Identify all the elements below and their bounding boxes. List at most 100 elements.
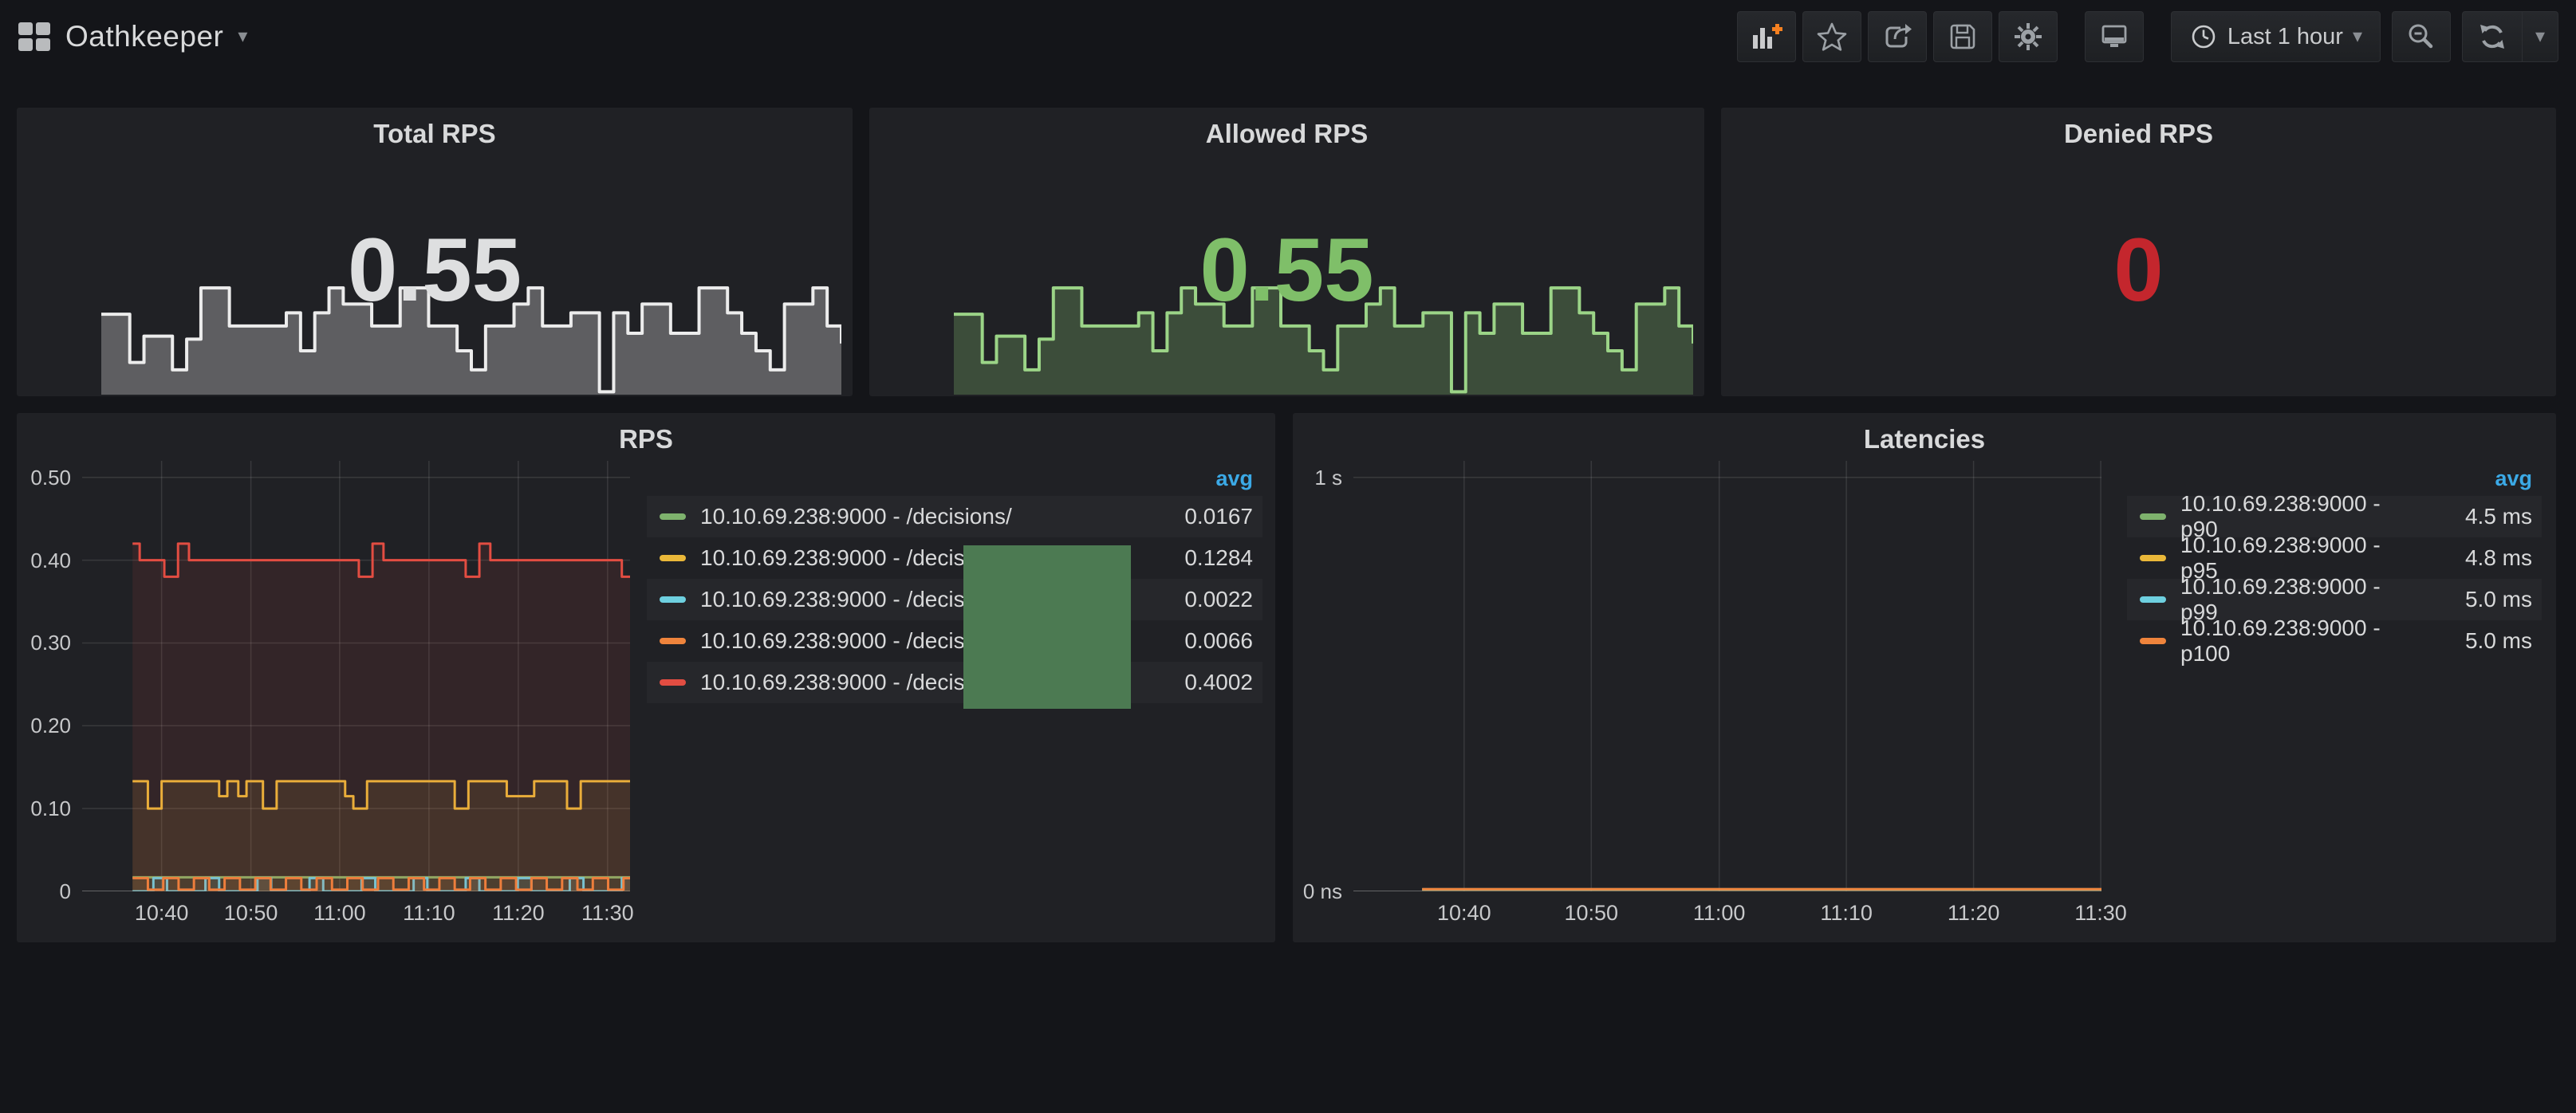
series-color-swatch-icon: [660, 679, 686, 686]
series-color-swatch-icon: [660, 555, 686, 561]
series-color-swatch-icon: [660, 513, 686, 520]
save-button[interactable]: [1932, 11, 1992, 62]
legend-series-label: 10.10.69.238:9000 - /decisions/: [700, 670, 1012, 694]
panel-actions-group: [1736, 11, 2058, 62]
panel-title-latencies[interactable]: Latencies: [1863, 424, 1986, 454]
y-axis-tick-label: 0.20: [30, 714, 71, 738]
star-button[interactable]: [1802, 11, 1861, 62]
legend-row[interactable]: 10.10.69.238:9000 - /decisions/0.4002: [647, 662, 1262, 703]
legend-row[interactable]: 10.10.69.238:9000 - /decisions/0.0022: [647, 579, 1262, 620]
y-axis-tick-label: 0: [59, 879, 71, 903]
refresh-interval-button[interactable]: ▾: [2522, 12, 2558, 61]
legend-avg-value: 5.0 ms: [2464, 628, 2532, 653]
panel-denied-rps: Denied RPS 0: [1721, 108, 2556, 396]
panel-allowed-rps: Allowed RPS 0.55: [869, 108, 1704, 396]
series-line: [132, 542, 630, 578]
legend-row[interactable]: 10.10.69.238:9000 - p99 5.0 ms: [2127, 574, 2542, 624]
legend-row[interactable]: 10.10.69.238:9000 - /decisions/0.0167: [647, 496, 1262, 537]
share-button[interactable]: [1867, 11, 1927, 62]
star-icon: [1817, 22, 1847, 51]
x-axis-tick-label: 11:20: [1947, 901, 2000, 925]
panel-title-rps[interactable]: RPS: [619, 424, 673, 454]
x-axis-tick-label: 10:50: [223, 901, 278, 925]
series-color-swatch-icon: [2140, 555, 2166, 561]
rps-plot-area[interactable]: [82, 461, 631, 893]
refresh-caret-down-icon: ▾: [2535, 26, 2546, 47]
legend-series-label: 10.10.69.238:9000 - /decisions/: [700, 504, 1012, 529]
series-color-swatch-icon: [2140, 638, 2166, 644]
legend-avg-value: 0.0066: [1184, 628, 1253, 653]
legend-series-label: 10.10.69.238:9000 - /decisions/: [700, 587, 1012, 612]
y-axis-tick-label: 0.10: [30, 796, 71, 821]
settings-button[interactable]: [1998, 11, 2058, 62]
legend-series-label: 10.10.69.238:9000 - /decisions/: [700, 545, 1012, 570]
legend-avg-value: 4.8 ms: [2464, 545, 2532, 570]
legend-avg-value: 0.0022: [1184, 587, 1253, 612]
y-axis-tick-label: 1 s: [1314, 465, 1342, 490]
green-overlay-artifact: [963, 545, 1131, 709]
latencies-chart-svg: [1353, 461, 2101, 892]
legend-series-label: 10.10.69.238:9000 - p95: [2180, 533, 2381, 583]
rps-chart-svg: [82, 461, 631, 893]
legend-row[interactable]: 10.10.69.238:9000 - /decisions/0.0066: [647, 620, 1262, 662]
legend-series-label: 10.10.69.238:9000 - p99: [2180, 574, 2381, 624]
legend-row[interactable]: 10.10.69.238:9000 - p90 4.5 ms: [2127, 491, 2542, 541]
legend-avg-header[interactable]: avg: [2495, 466, 2532, 490]
dashboard-caret-down-icon[interactable]: ▾: [238, 26, 248, 47]
y-axis-tick-label: 0 ns: [1302, 879, 1342, 903]
tv-icon: [2101, 25, 2127, 47]
series-color-swatch-icon: [660, 596, 686, 603]
panel-total-rps: Total RPS 0.55: [17, 108, 853, 396]
time-range-button[interactable]: Last 1 hour ▾: [2170, 11, 2381, 62]
legend-row[interactable]: 10.10.69.238:9000 - p100 5.0 ms: [2127, 615, 2542, 666]
y-axis-tick-label: 0.40: [30, 548, 71, 572]
legend-series-label: 10.10.69.238:9000 - p90: [2180, 491, 2381, 541]
refresh-icon: [2480, 25, 2504, 49]
x-axis-tick-label: 10:40: [134, 901, 189, 925]
dashboard-title-group[interactable]: Oathkeeper ▾: [18, 20, 247, 53]
sparkline-svg: [954, 286, 1695, 395]
latencies-plot-area[interactable]: [1353, 461, 2101, 892]
y-axis-tick-label: 0.50: [30, 465, 71, 490]
stat-value-denied-rps: 0: [2113, 220, 2164, 320]
settings-icon: [2014, 23, 2042, 50]
series-fill: [132, 781, 631, 891]
legend-avg-value: 0.4002: [1184, 670, 1253, 694]
legend-row[interactable]: 10.10.69.238:9000 - p95 4.8 ms: [2127, 533, 2542, 583]
panel-title-denied-rps[interactable]: Denied RPS: [2063, 119, 2214, 148]
series-fill: [132, 878, 631, 891]
x-axis-tick-label: 11:00: [313, 901, 366, 925]
add-panel-button[interactable]: [1736, 11, 1796, 62]
rps-legend: avg 10.10.69.238:9000 - /decisions/0.0167…: [647, 461, 1262, 703]
save-icon: [1950, 24, 1975, 49]
legend-avg-header[interactable]: avg: [1215, 466, 1253, 490]
series-fill: [132, 543, 631, 891]
panel-title-allowed-rps[interactable]: Allowed RPS: [1205, 119, 1369, 148]
panel-title-total-rps[interactable]: Total RPS: [373, 119, 496, 148]
series-color-swatch-icon: [2140, 596, 2166, 603]
legend-row[interactable]: 10.10.69.238:9000 - /decisions/0.1284: [647, 537, 1262, 579]
latencies-legend: avg 10.10.69.238:9000 - p90 4.5 ms 10.10.69…: [2127, 461, 2542, 666]
legend-avg-value: 5.0 ms: [2464, 587, 2532, 612]
x-axis-tick-label: 11:10: [1820, 901, 1873, 925]
dashboard-title[interactable]: Oathkeeper: [65, 20, 224, 53]
zoom-out-button[interactable]: [2392, 11, 2451, 62]
refresh-button[interactable]: [2463, 12, 2522, 61]
stat-value-total-rps: 0.55: [348, 220, 522, 320]
grid-logo-icon: [18, 22, 50, 51]
navbar-actions: Last 1 hour ▾: [1736, 11, 2558, 62]
zoom-out-icon: [2409, 24, 2433, 49]
refresh-button-group: ▾: [2462, 11, 2558, 62]
clock-icon: [2192, 25, 2216, 49]
legend-avg-value: 0.1284: [1184, 545, 1253, 570]
legend-series-label: 10.10.69.238:9000 - p100: [2180, 615, 2381, 666]
x-axis-tick-label: 10:50: [1564, 901, 1619, 925]
x-axis-tick-label: 11:00: [1692, 901, 1746, 925]
x-axis-tick-label: 10:40: [1437, 901, 1491, 925]
y-axis-tick-label: 0.30: [30, 631, 71, 655]
series-color-swatch-icon: [2140, 513, 2166, 520]
tv-mode-button[interactable]: [2084, 11, 2144, 62]
legend-avg-value: 4.5 ms: [2464, 504, 2532, 529]
series-line: [132, 876, 630, 891]
